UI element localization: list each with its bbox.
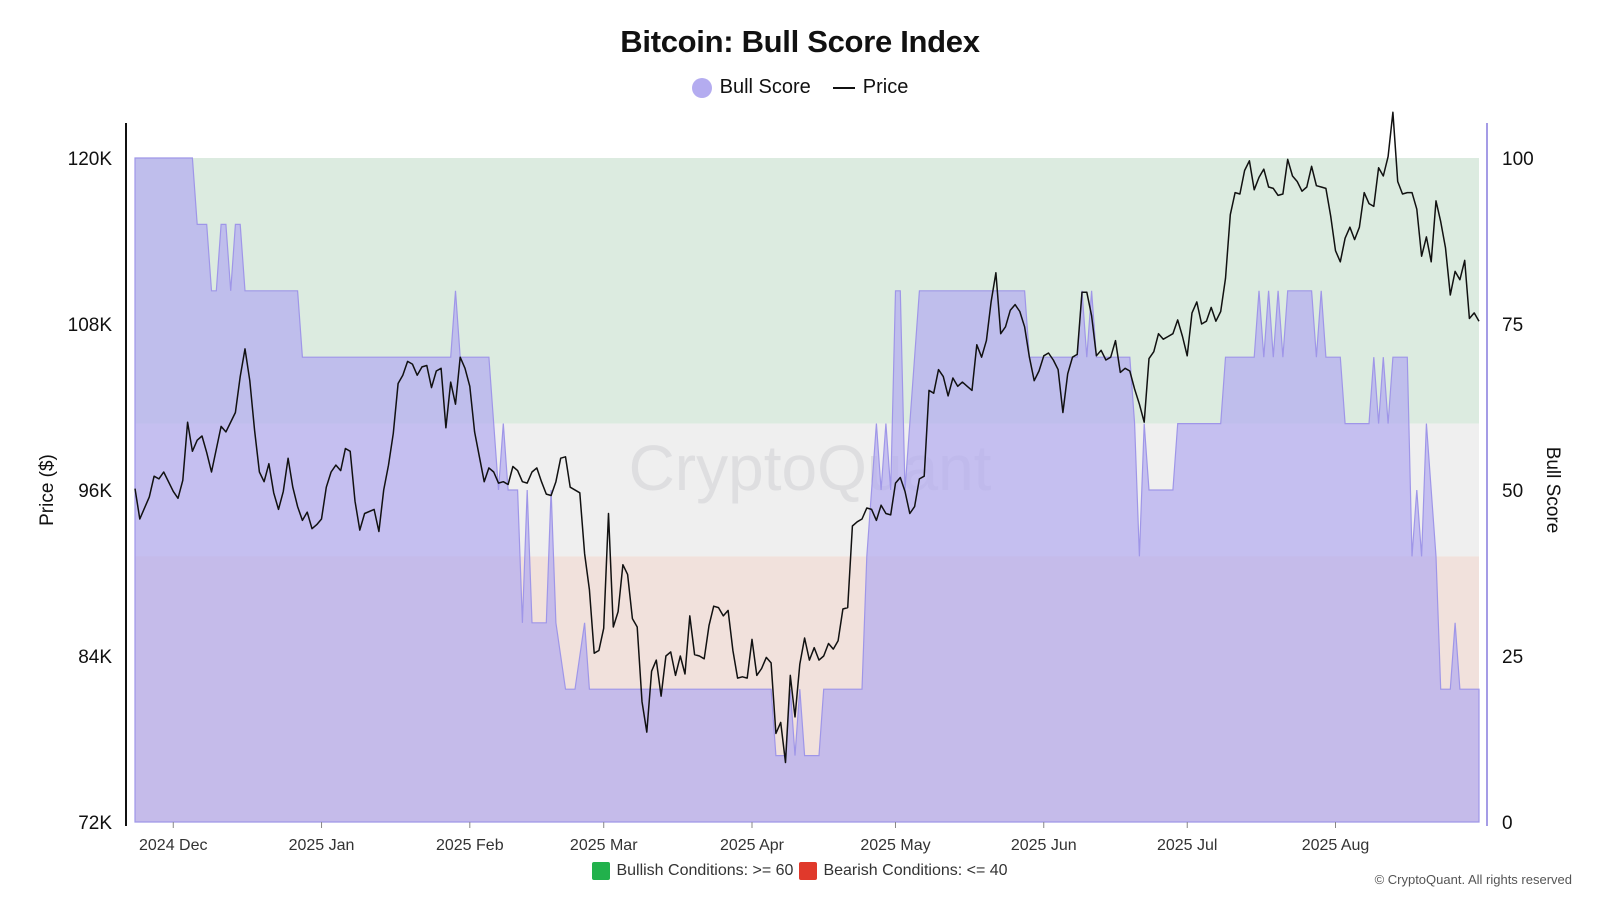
x-tick-label: 2025 Feb (436, 837, 504, 854)
y-left-tick-label: 108K (68, 315, 113, 336)
bearish-conditions-label: Bearish Conditions: <= 40 (823, 862, 1008, 879)
x-tick-label: 2025 Jul (1157, 837, 1218, 854)
bullish-square-icon (592, 862, 611, 880)
legend-line-icon (832, 86, 855, 89)
y-left-tick-label: 72K (78, 813, 112, 834)
x-tick-label: 2025 Jan (289, 837, 355, 854)
bearish-square-icon (799, 862, 818, 880)
legend-item-price[interactable]: Price (832, 76, 909, 99)
y-right-tick-label: 0 (1502, 813, 1513, 834)
y-right-axis-title: Bull Score (1542, 447, 1563, 534)
y-right-tick-label: 50 (1502, 481, 1523, 502)
y-right-tick-label: 100 (1502, 149, 1534, 170)
y-right-tick-label: 75 (1502, 315, 1523, 336)
legend-item-bull-score[interactable]: Bull Score (691, 76, 811, 99)
legend-label-price: Price (862, 76, 909, 98)
x-tick-label: 2024 Dec (139, 837, 208, 854)
x-tick-label: 2025 Mar (570, 837, 638, 854)
y-right-tick-label: 25 (1502, 647, 1523, 668)
chart-legend: Bull Score Price (0, 76, 1600, 99)
y-left-tick-label: 84K (78, 647, 112, 668)
legend-label-bull-score: Bull Score (719, 76, 811, 98)
x-tick-label: 2025 Apr (720, 837, 785, 854)
x-tick-label: 2025 May (860, 837, 930, 854)
price-line (134, 111, 1480, 764)
x-tick-label: 2025 Jun (1011, 837, 1077, 854)
bullish-conditions-label: Bullish Conditions: >= 60 (616, 862, 794, 879)
zone-legend: Bullish Conditions: >= 60 Bearish Condit… (0, 862, 1600, 880)
x-tick-label: 2025 Aug (1302, 837, 1370, 854)
copyright-text: © CryptoQuant. All rights reserved (1374, 872, 1572, 887)
chart-title: Bitcoin: Bull Score Index (620, 24, 980, 59)
y-left-axis-title: Price ($) (37, 454, 58, 526)
legend-dot-icon (691, 77, 712, 98)
y-left-tick-label: 96K (78, 481, 112, 502)
y-left-tick-label: 120K (68, 149, 113, 170)
